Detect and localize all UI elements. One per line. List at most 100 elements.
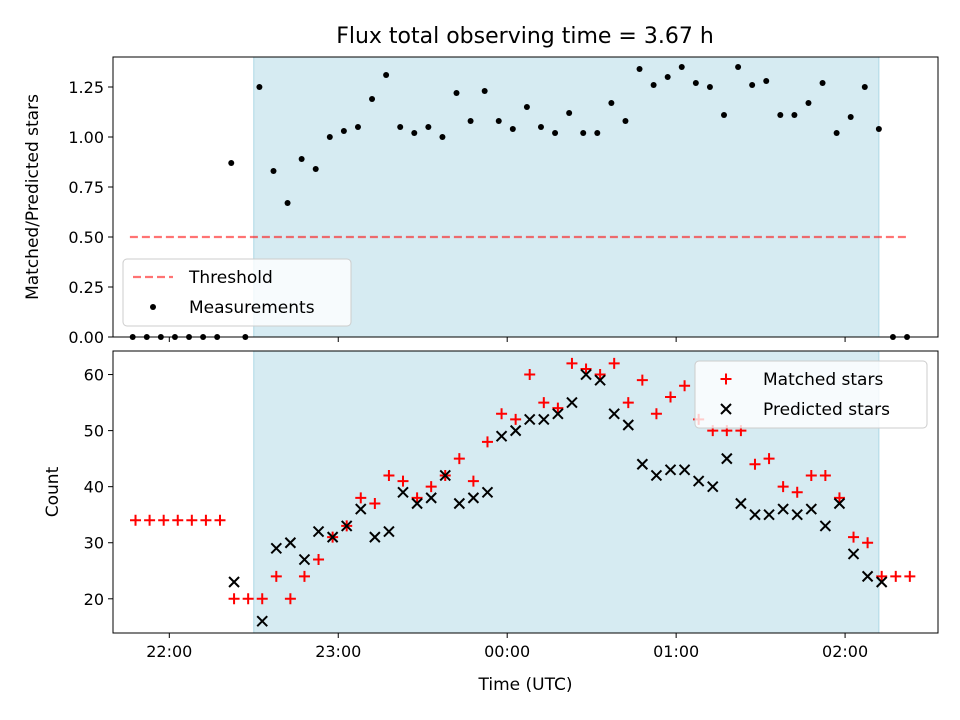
chart-title: Flux total observing time = 3.67 h bbox=[336, 24, 714, 49]
legend-threshold-label: Threshold bbox=[188, 268, 273, 288]
matched-star-point bbox=[355, 492, 367, 504]
matched-star-point bbox=[524, 369, 536, 381]
predicted-star-point bbox=[383, 525, 395, 538]
measurement-point bbox=[270, 168, 277, 174]
matched-star-point bbox=[608, 357, 620, 369]
predicted-star-point bbox=[524, 413, 536, 426]
measurement-point bbox=[720, 112, 727, 118]
measurement-point bbox=[411, 130, 418, 136]
y-tick-label: 50 bbox=[84, 422, 104, 441]
predicted-star-point bbox=[270, 542, 283, 555]
count-panel-frame bbox=[112, 350, 939, 634]
predicted-star-point bbox=[397, 486, 409, 498]
legend-box bbox=[694, 360, 928, 429]
predicted-star-point bbox=[228, 576, 240, 588]
measurement-point bbox=[326, 134, 333, 140]
matched-star-point bbox=[186, 514, 198, 526]
matched-star-point bbox=[298, 570, 310, 582]
predicted-star-point bbox=[566, 396, 578, 409]
predicted-star-point bbox=[763, 508, 775, 521]
x-tick-label: 22:00 bbox=[146, 642, 192, 661]
measurement-point bbox=[763, 78, 770, 84]
matched-star-point bbox=[144, 514, 156, 526]
measurement-point bbox=[228, 160, 235, 166]
matched-star-point bbox=[848, 531, 860, 543]
matched-star-point bbox=[833, 492, 845, 504]
legend-measurement-swatch bbox=[150, 304, 156, 310]
measurement-point bbox=[791, 112, 798, 118]
matched-star-point bbox=[805, 469, 817, 481]
count-legend: Matched stars Predicted stars bbox=[694, 360, 928, 429]
y-tick-label: 1.25 bbox=[68, 78, 104, 97]
measurement-point bbox=[749, 82, 756, 88]
matched-star-point bbox=[242, 593, 254, 605]
measurement-point bbox=[383, 72, 390, 78]
legend-predicted-swatch bbox=[720, 403, 732, 415]
predicted-star-point bbox=[805, 503, 818, 515]
measurement-point bbox=[369, 96, 376, 102]
y-tick-label: 40 bbox=[84, 478, 104, 497]
legend-predicted-label: Predicted stars bbox=[763, 400, 890, 420]
measurement-point bbox=[636, 66, 643, 72]
predicted-star-point bbox=[636, 458, 649, 470]
predicted-star-point bbox=[369, 531, 381, 543]
ratio-panel: 0.00 0.25 0.50 0.75 1.00 1.25 Matched/Predict… bbox=[23, 56, 939, 347]
matched-star-point bbox=[313, 554, 325, 566]
y-tick-label: 60 bbox=[84, 366, 104, 385]
matched-star-point bbox=[791, 486, 803, 498]
matched-star-point bbox=[172, 514, 184, 526]
matched-star-point bbox=[284, 593, 296, 605]
y-tick-label: 0.50 bbox=[68, 228, 104, 247]
measurement-point bbox=[284, 200, 291, 206]
measurement-point bbox=[397, 124, 404, 130]
measurement-point bbox=[256, 84, 263, 90]
legend-matched-label: Matched stars bbox=[763, 370, 883, 390]
predicted-star-point bbox=[495, 430, 508, 442]
ratio-panel-frame bbox=[112, 56, 939, 338]
predicted-star-point bbox=[340, 520, 353, 532]
measurement-point bbox=[552, 130, 559, 136]
matched-star-point bbox=[214, 514, 226, 526]
measurement-point bbox=[523, 104, 530, 110]
measurement-point bbox=[861, 84, 868, 90]
measurement-point bbox=[495, 118, 502, 124]
measurement-point bbox=[312, 166, 319, 172]
measurement-point bbox=[509, 126, 516, 132]
measurement-point bbox=[833, 130, 840, 136]
count-panel: 20 30 40 50 60 22:00 23:00 00:00 01:00 02:00 Coun… bbox=[43, 350, 939, 695]
matched-star-point bbox=[158, 514, 170, 526]
y-tick-label: 1.00 bbox=[68, 128, 104, 147]
matched-star-point bbox=[270, 570, 282, 582]
measurement-point bbox=[537, 124, 544, 130]
matched-star-point bbox=[749, 458, 761, 470]
predicted-star-point bbox=[707, 480, 719, 493]
predicted-star-point bbox=[721, 452, 733, 465]
measurement-point bbox=[439, 134, 446, 140]
observing-window-shade bbox=[253, 57, 879, 337]
y-tick-label: 0.00 bbox=[68, 328, 104, 347]
measurement-point bbox=[298, 156, 305, 162]
measurement-point bbox=[622, 118, 629, 124]
matched-star-point bbox=[130, 514, 142, 526]
predicted-star-point bbox=[735, 497, 747, 510]
matched-star-point bbox=[622, 397, 634, 409]
matched-star-point bbox=[425, 481, 437, 493]
predicted-star-point bbox=[749, 508, 761, 521]
measurement-point bbox=[777, 112, 784, 118]
predicted-star-point bbox=[861, 570, 874, 583]
matched-star-point bbox=[383, 469, 395, 481]
predicted-star-point bbox=[467, 492, 480, 504]
ratio-y-axis-label: Matched/Predicted stars bbox=[23, 94, 43, 300]
predicted-star-point bbox=[552, 408, 564, 420]
measurement-point bbox=[340, 128, 347, 134]
predicted-star-point bbox=[875, 576, 888, 588]
matched-star-point bbox=[679, 380, 691, 392]
x-tick-label: 02:00 bbox=[822, 642, 868, 661]
y-tick-label: 30 bbox=[84, 534, 104, 553]
matched-star-point bbox=[397, 475, 409, 487]
x-tick-label: 23:00 bbox=[315, 642, 361, 661]
predicted-star-point bbox=[509, 424, 522, 437]
matched-star-point bbox=[819, 469, 831, 481]
predicted-star-point bbox=[326, 531, 339, 543]
